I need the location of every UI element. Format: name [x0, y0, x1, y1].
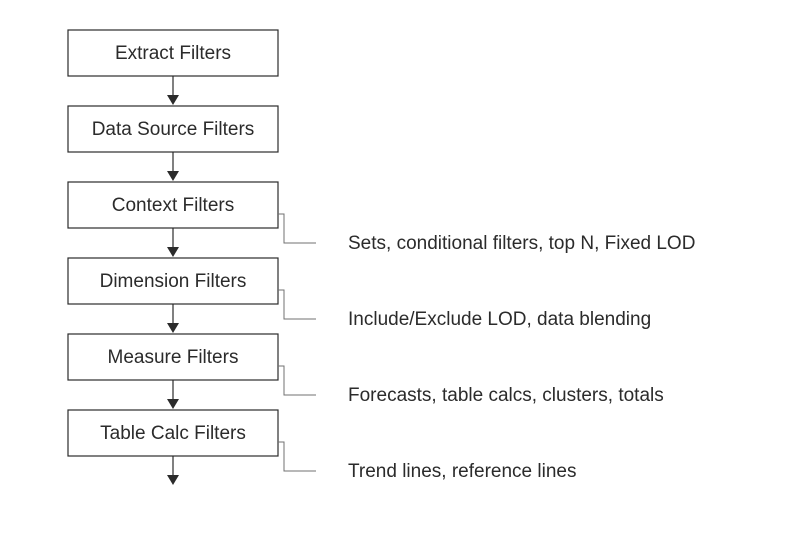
- annotation-connector: [278, 442, 316, 471]
- flow-node-label-context: Context Filters: [112, 195, 234, 216]
- annotation-text: Sets, conditional filters, top N, Fixed …: [348, 233, 695, 254]
- flow-arrow-head: [167, 323, 179, 333]
- flow-node-label-tablecalc: Table Calc Filters: [100, 423, 246, 444]
- annotation-text: Forecasts, table calcs, clusters, totals: [348, 385, 664, 406]
- flow-arrow-head: [167, 247, 179, 257]
- flow-arrow-head: [167, 95, 179, 105]
- flow-arrow-head: [167, 399, 179, 409]
- flow-node-label-extract: Extract Filters: [115, 43, 231, 64]
- flow-arrow-head: [167, 171, 179, 181]
- flow-node-label-datasource: Data Source Filters: [92, 119, 255, 140]
- flow-node-label-measure: Measure Filters: [108, 347, 239, 368]
- annotation-connector: [278, 214, 316, 243]
- annotation-text: Trend lines, reference lines: [348, 461, 576, 482]
- flow-arrow-head: [167, 475, 179, 485]
- annotation-connector: [278, 366, 316, 395]
- annotation-text: Include/Exclude LOD, data blending: [348, 309, 651, 330]
- flow-node-label-dimension: Dimension Filters: [100, 271, 247, 292]
- annotation-connector: [278, 290, 316, 319]
